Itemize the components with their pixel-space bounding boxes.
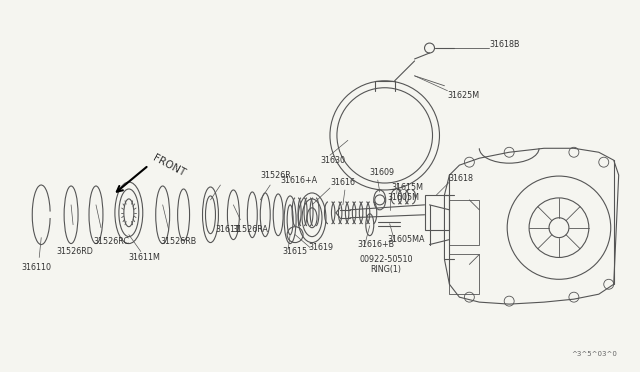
Bar bbox=[449, 200, 479, 244]
Text: 31526RC: 31526RC bbox=[93, 237, 129, 246]
Bar bbox=[449, 254, 479, 294]
Text: 31625M: 31625M bbox=[447, 91, 479, 100]
Text: 31611: 31611 bbox=[216, 225, 241, 234]
Text: 31615M: 31615M bbox=[392, 183, 424, 192]
Text: 31618: 31618 bbox=[449, 174, 474, 183]
Text: 31615: 31615 bbox=[282, 247, 307, 256]
Text: 31526RB: 31526RB bbox=[161, 237, 197, 246]
Text: 31616+A: 31616+A bbox=[281, 176, 318, 185]
Text: 31616: 31616 bbox=[330, 177, 355, 186]
Text: 31526RD: 31526RD bbox=[56, 247, 93, 256]
Text: 31526R: 31526R bbox=[260, 171, 291, 180]
Text: 00922-50510: 00922-50510 bbox=[360, 255, 413, 264]
Text: RING(1): RING(1) bbox=[370, 265, 401, 274]
Text: 31609: 31609 bbox=[370, 168, 395, 177]
Text: 31618B: 31618B bbox=[489, 39, 520, 49]
Text: 31605MA: 31605MA bbox=[388, 235, 425, 244]
Text: 31616+B: 31616+B bbox=[358, 240, 395, 249]
Text: 31630: 31630 bbox=[320, 156, 345, 165]
Text: 31526RA: 31526RA bbox=[232, 225, 268, 234]
Text: 31611M: 31611M bbox=[129, 253, 161, 262]
Bar bbox=[424, 195, 449, 230]
Text: 316110: 316110 bbox=[21, 263, 51, 272]
Text: ^3^5^03^0: ^3^5^03^0 bbox=[571, 351, 617, 357]
Text: 31605M: 31605M bbox=[388, 193, 420, 202]
Text: FRONT: FRONT bbox=[151, 153, 186, 179]
Text: 31619: 31619 bbox=[308, 243, 333, 252]
